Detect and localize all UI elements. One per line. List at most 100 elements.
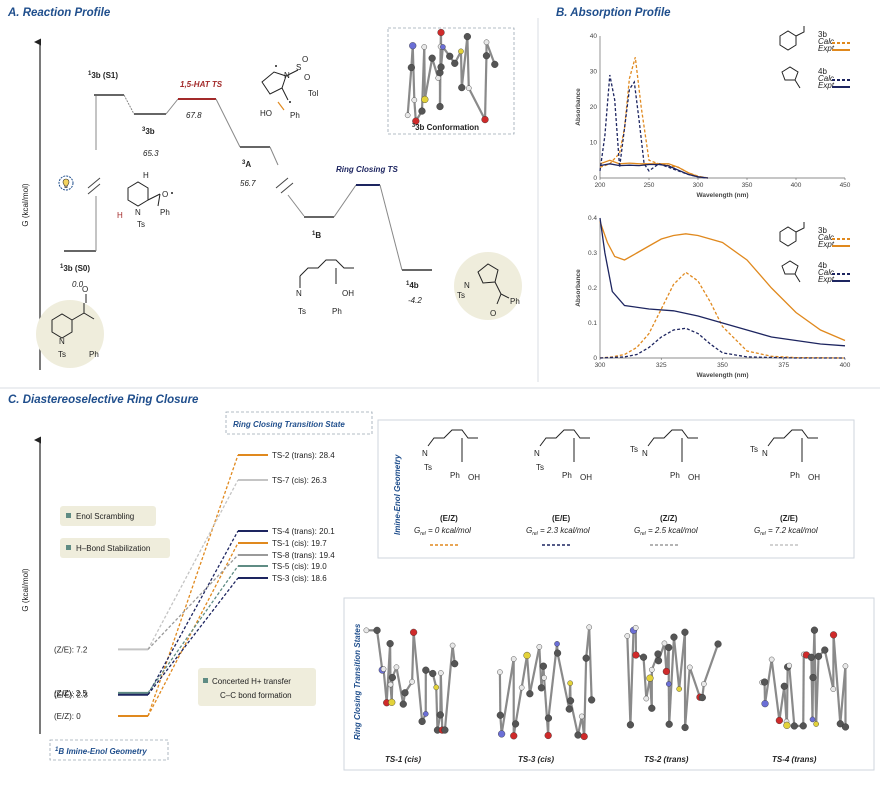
bond — [813, 678, 814, 720]
svg-text:O: O — [302, 55, 308, 64]
bond — [530, 647, 539, 694]
atom — [537, 644, 542, 649]
atom — [810, 717, 815, 722]
atom — [464, 33, 471, 40]
geometry-ph-label: Ph — [562, 471, 572, 480]
atom — [810, 674, 817, 681]
atom — [491, 61, 498, 68]
atom — [665, 644, 672, 651]
geometry-oh-label: OH — [688, 473, 700, 482]
bond — [589, 627, 591, 700]
bond — [413, 46, 415, 100]
axis-break — [281, 183, 293, 193]
conformation-3d-model — [405, 29, 498, 124]
atom — [791, 723, 798, 730]
bond — [467, 37, 468, 89]
bond — [674, 637, 679, 689]
left-level-label: (E/E): 2.3 — [54, 691, 88, 700]
axis-break — [276, 178, 288, 188]
atom — [402, 689, 409, 696]
atom — [761, 679, 768, 686]
svg-text:H: H — [117, 211, 123, 220]
atom — [649, 667, 654, 672]
svg-text:S: S — [296, 63, 301, 72]
note-cc-bond: C–C bond formation — [220, 691, 292, 700]
ts-structures-box — [344, 598, 874, 770]
geometry-chain — [768, 430, 818, 446]
atom — [583, 655, 590, 662]
geometry-n-label: N — [762, 449, 768, 458]
atom — [776, 717, 783, 724]
atom — [408, 64, 415, 71]
atom — [554, 650, 561, 657]
bond — [704, 644, 718, 684]
panel-c-y-label: G (kcal/mol) — [21, 568, 30, 611]
svg-text:Expt: Expt — [818, 275, 835, 284]
geometry-ts-label: Ts — [536, 463, 544, 472]
conformation-label: 33b Conformation — [412, 123, 479, 132]
atom — [458, 49, 463, 54]
atom — [815, 653, 822, 660]
bond — [527, 655, 530, 693]
y-tick-label: 20 — [590, 104, 598, 111]
bond — [502, 659, 514, 734]
bond — [522, 655, 527, 687]
geometry-n-label: N — [642, 449, 648, 458]
y-tick-label: 0.4 — [588, 215, 597, 222]
x-tick-label: 300 — [595, 362, 606, 369]
atom — [567, 697, 574, 704]
atom — [633, 652, 640, 659]
connector — [166, 99, 178, 114]
geometry-label: (Z/E) — [780, 514, 798, 523]
atom — [682, 724, 689, 731]
geometry-label: (E/E) — [552, 514, 571, 523]
svg-text:Ts: Ts — [298, 307, 306, 316]
svg-text:Tol: Tol — [308, 89, 318, 98]
ts-caption-4: TS-4 (trans) — [772, 755, 817, 764]
x-tick-label: 325 — [656, 362, 667, 369]
panel-b-title: B. Absorption Profile — [556, 7, 671, 19]
geometry-chain — [540, 430, 590, 446]
atom — [423, 711, 428, 716]
geometry-oh-label: OH — [580, 473, 592, 482]
atom — [446, 53, 453, 60]
geometry-ph-label: Ph — [450, 471, 460, 480]
atom — [437, 103, 444, 110]
svg-text:Ts: Ts — [137, 220, 145, 229]
atom — [510, 732, 517, 739]
x-tick-label: 300 — [693, 182, 704, 189]
ts-caption-1: TS-1 (cis) — [385, 755, 421, 764]
atom — [451, 60, 458, 67]
atom — [814, 721, 819, 726]
bond — [571, 701, 578, 735]
atom — [830, 631, 837, 638]
atom — [655, 657, 662, 664]
atom — [545, 732, 552, 739]
molecule-hat-ts: N S O O Tol HO Ph — [260, 55, 318, 120]
label-3b-t1: 33b — [142, 127, 155, 136]
label-3b-s1: 13b (S1) — [88, 71, 118, 80]
light-bulb-icon — [59, 176, 73, 190]
geometry-n-label: N — [422, 449, 428, 458]
legend-bottom: 3b Calc Expt 4b Calc Expt — [780, 222, 850, 284]
left-level-label: (Z/E): 7.2 — [54, 645, 88, 654]
label-4b: 14b — [406, 281, 419, 290]
atom — [831, 687, 836, 692]
atom — [808, 654, 815, 661]
bond — [396, 667, 403, 704]
atom — [497, 712, 504, 719]
atom — [769, 657, 774, 662]
atom — [579, 714, 584, 719]
imine-enol-geometry-box — [378, 420, 854, 558]
y-tick-label: 0.1 — [588, 320, 597, 327]
atom — [648, 705, 655, 712]
bond — [816, 656, 818, 724]
x-tick-label: 375 — [778, 362, 789, 369]
svg-text:Ts: Ts — [457, 291, 465, 300]
atom — [666, 681, 671, 686]
atom — [482, 116, 489, 123]
atom — [627, 721, 634, 728]
geometry-ts-label: Ts — [630, 445, 638, 454]
geometry-chain — [428, 430, 478, 446]
